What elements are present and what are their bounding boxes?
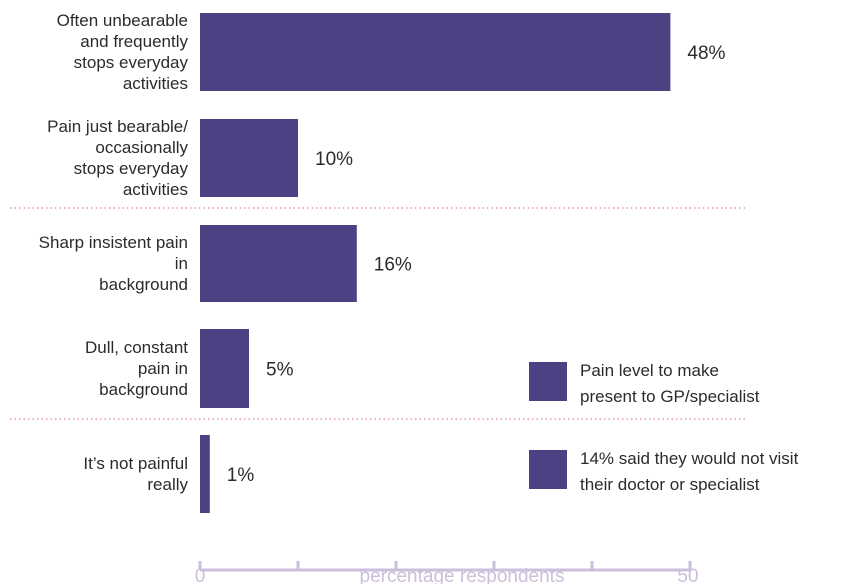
x-tick-label-50: 50 (677, 566, 698, 584)
value-label-1: 10% (315, 149, 353, 170)
value-label-3: 5% (266, 360, 294, 381)
category-label-4: It’s not painful really (83, 454, 188, 494)
x-axis-label: percentage respondents (360, 566, 565, 584)
value-label-4: 1% (227, 465, 255, 486)
category-labels: Often unbearable and frequently stops ever… (39, 11, 189, 494)
bar-4 (200, 435, 210, 513)
bars-group (200, 13, 671, 513)
bar-2 (200, 225, 357, 302)
value-label-0: 48% (687, 43, 725, 64)
bar-1 (200, 119, 298, 197)
legend-swatch-1 (529, 450, 567, 489)
value-label-2: 16% (374, 255, 412, 276)
legend-label-1: 14% said they would not visit their docto… (580, 449, 799, 494)
x-axis: 0 50 percentage respondents (195, 561, 699, 584)
x-tick-label-0: 0 (195, 566, 206, 584)
category-label-1: Pain just bearable/occasionally stops eve… (47, 117, 188, 199)
category-label-2: Sharp insistent pain in background (39, 233, 188, 294)
category-label-0: Often unbearable and frequently stops ever… (57, 11, 189, 93)
bar-0 (200, 13, 671, 91)
legend-swatch-0 (529, 362, 567, 401)
legend: Pain level to make present to GP/speciali… (529, 361, 799, 494)
bar-3 (200, 329, 249, 408)
value-labels: 48% 10% 16% 5% 1% (227, 43, 726, 486)
category-label-3: Dull, constant pain in background (85, 338, 188, 399)
separator-lines (10, 207, 748, 420)
legend-label-0: Pain level to make present to GP/speciali… (580, 361, 760, 406)
